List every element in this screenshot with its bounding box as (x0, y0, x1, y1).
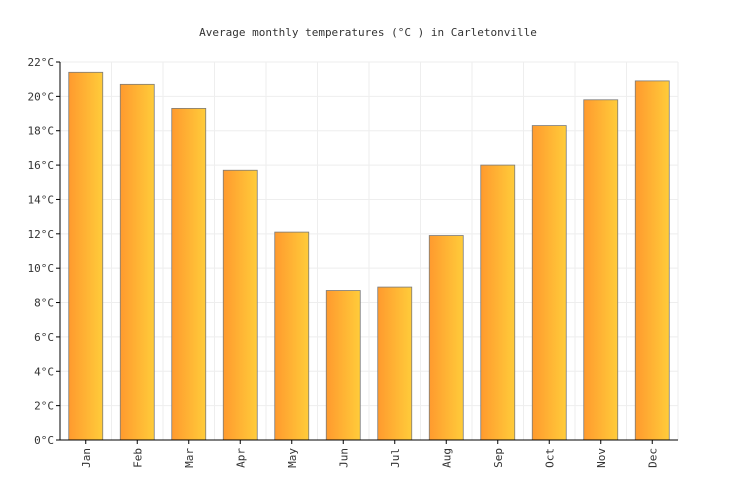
y-tick-label: 4°C (34, 365, 54, 378)
x-tick-label: Nov (595, 448, 608, 468)
x-axis-labels: Jan Feb Mar Apr May Jun Jul Aug Sep Oct Nov Dec (80, 440, 659, 468)
bar-mar (171, 107, 207, 441)
chart-title: Average monthly temperatures (°C ) in Ca… (199, 26, 537, 39)
bar-oct (531, 125, 567, 441)
y-tick-label: 0°C (34, 434, 54, 447)
bar-aug (428, 235, 464, 441)
x-tick-label: Sep (492, 448, 505, 468)
bar-jul (377, 286, 413, 441)
y-tick-label: 12°C (28, 228, 55, 241)
bar-jun (325, 290, 361, 441)
x-tick-label: Mar (183, 448, 196, 468)
y-tick-label: 14°C (28, 193, 55, 206)
y-tick-label: 20°C (28, 90, 55, 103)
bar-nov (583, 99, 619, 441)
bar-apr (222, 169, 258, 441)
bar-may (274, 231, 310, 441)
x-tick-label: Jul (389, 448, 402, 468)
y-tick-label: 2°C (34, 400, 54, 413)
bar-feb (119, 83, 155, 441)
bars-layer (68, 71, 670, 441)
x-tick-label: Jan (80, 448, 93, 468)
y-tick-label: 22°C (28, 56, 55, 69)
x-tick-label: Oct (543, 448, 556, 468)
x-tick-label: May (286, 448, 299, 468)
grid-layer (60, 61, 679, 440)
y-tick-label: 18°C (28, 125, 55, 138)
x-tick-label: Feb (131, 448, 144, 468)
y-tick-label: 6°C (34, 331, 54, 344)
x-tick-label: Dec (646, 448, 659, 468)
bar-sep (480, 164, 516, 441)
x-tick-label: Apr (234, 448, 247, 468)
bar-jan (68, 71, 104, 441)
bar-dec (634, 80, 670, 441)
x-tick-label: Jun (337, 448, 350, 468)
y-tick-label: 8°C (34, 297, 54, 310)
y-tick-label: 10°C (28, 262, 55, 275)
y-axis-ticks: 0°C 2°C 4°C 6°C 8°C 10°C 12°C 14°C 16°C 18°C 20°C 2… (28, 56, 60, 447)
x-tick-label: Aug (440, 448, 453, 468)
y-tick-label: 16°C (28, 159, 55, 172)
